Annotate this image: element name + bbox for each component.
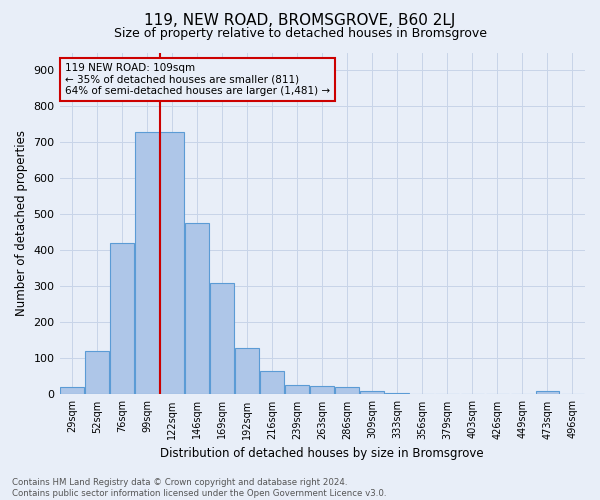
Bar <box>160 132 184 394</box>
Text: 119 NEW ROAD: 109sqm
← 35% of detached houses are smaller (811)
64% of semi-deta: 119 NEW ROAD: 109sqm ← 35% of detached h… <box>65 63 330 96</box>
X-axis label: Distribution of detached houses by size in Bromsgrove: Distribution of detached houses by size … <box>160 447 484 460</box>
Bar <box>185 224 209 394</box>
Bar <box>60 386 84 394</box>
Bar <box>335 387 359 394</box>
Bar <box>286 386 309 394</box>
Bar <box>235 348 259 395</box>
Bar <box>310 386 334 394</box>
Bar <box>210 283 234 395</box>
Bar <box>361 391 384 394</box>
Text: Contains HM Land Registry data © Crown copyright and database right 2024.
Contai: Contains HM Land Registry data © Crown c… <box>12 478 386 498</box>
Text: 119, NEW ROAD, BROMSGROVE, B60 2LJ: 119, NEW ROAD, BROMSGROVE, B60 2LJ <box>145 12 455 28</box>
Bar <box>385 392 409 394</box>
Bar <box>110 244 134 394</box>
Bar <box>85 351 109 395</box>
Bar <box>260 371 284 394</box>
Y-axis label: Number of detached properties: Number of detached properties <box>15 130 28 316</box>
Bar <box>536 391 559 394</box>
Bar <box>135 132 159 394</box>
Text: Size of property relative to detached houses in Bromsgrove: Size of property relative to detached ho… <box>113 28 487 40</box>
